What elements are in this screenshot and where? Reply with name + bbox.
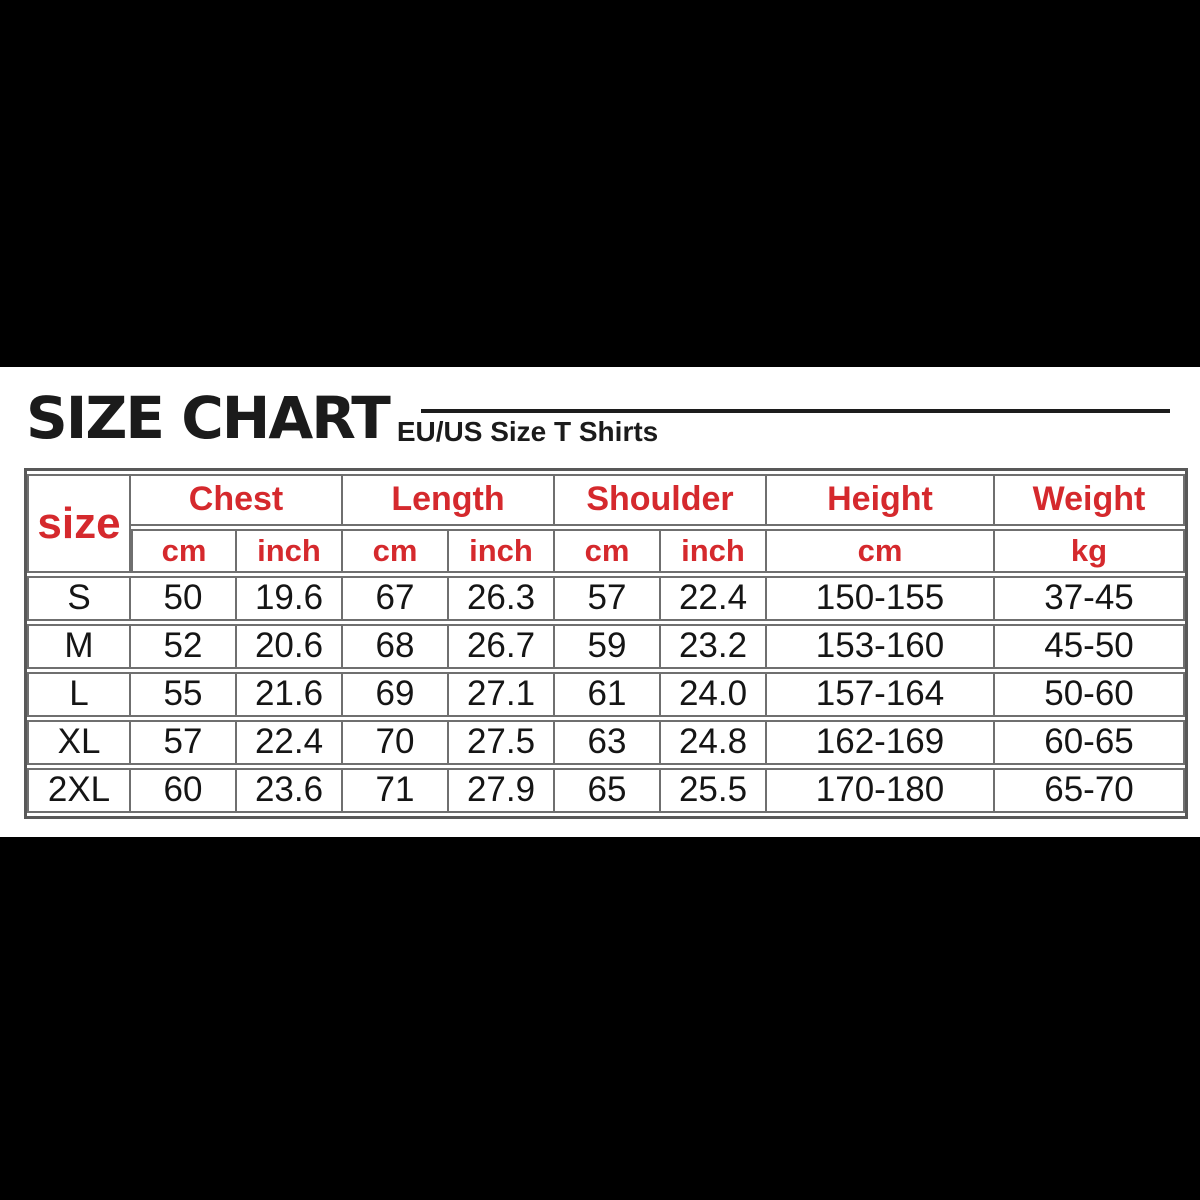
cell: 23.6	[237, 768, 343, 814]
cell: 65-70	[995, 768, 1185, 814]
row-label-2xl: 2XL	[27, 768, 131, 814]
cell: 26.7	[449, 624, 555, 670]
page-title: SIZE CHART	[26, 384, 391, 452]
header-group-row: size Chest Length Shoulder Height Weight	[27, 474, 1185, 574]
row-label-s: S	[27, 576, 131, 622]
unit-header-shoulder-cm: cm	[555, 529, 661, 574]
page-subtitle: EU/US Size T Shirts	[396, 416, 659, 448]
table-row: XL 57 22.4 70 27.5 63 24.8 162-169 60-65	[27, 720, 1185, 766]
cell: 25.5	[661, 768, 767, 814]
subtitle-divider-line	[420, 409, 1170, 414]
bottom-black-band	[0, 837, 1200, 1200]
cell: 57	[555, 576, 661, 622]
cell: 57	[131, 720, 237, 766]
cell: 60	[131, 768, 237, 814]
unit-header-chest-inch: inch	[237, 529, 343, 574]
group-header-height: Height	[767, 474, 995, 527]
cell: 63	[555, 720, 661, 766]
cell: 45-50	[995, 624, 1185, 670]
cell: 170-180	[767, 768, 995, 814]
cell: 61	[555, 672, 661, 718]
table-row: S 50 19.6 67 26.3 57 22.4 150-155 37-45	[27, 576, 1185, 622]
cell: 20.6	[237, 624, 343, 670]
cell: 69	[343, 672, 449, 718]
unit-header-length-inch: inch	[449, 529, 555, 574]
cell: 27.1	[449, 672, 555, 718]
cell: 22.4	[237, 720, 343, 766]
size-table-head: size Chest Length Shoulder Height Weight cm inc…	[27, 474, 1185, 574]
unit-header-weight-kg: kg	[995, 529, 1185, 574]
group-header-length: Length	[343, 474, 555, 527]
group-header-chest: Chest	[131, 474, 343, 527]
cell: 68	[343, 624, 449, 670]
group-header-shoulder: Shoulder	[555, 474, 767, 527]
cell: 52	[131, 624, 237, 670]
cell: 65	[555, 768, 661, 814]
cell: 19.6	[237, 576, 343, 622]
row-label-m: M	[27, 624, 131, 670]
cell: 50-60	[995, 672, 1185, 718]
cell: 27.9	[449, 768, 555, 814]
table-row: L 55 21.6 69 27.1 61 24.0 157-164 50-60	[27, 672, 1185, 718]
cell: 21.6	[237, 672, 343, 718]
table-row: M 52 20.6 68 26.7 59 23.2 153-160 45-50	[27, 624, 1185, 670]
cell: 157-164	[767, 672, 995, 718]
cell: 27.5	[449, 720, 555, 766]
row-label-l: L	[27, 672, 131, 718]
cell: 71	[343, 768, 449, 814]
size-column-header: size	[27, 474, 131, 574]
unit-header-height-cm: cm	[767, 529, 995, 574]
masthead: SIZE CHART EU/US Size T Shirts	[0, 367, 1200, 452]
cell: 23.2	[661, 624, 767, 670]
unit-header-shoulder-inch: inch	[661, 529, 767, 574]
top-black-band	[0, 0, 1200, 367]
size-table: size Chest Length Shoulder Height Weight cm inc…	[24, 468, 1188, 820]
size-chart-sheet: SIZE CHART EU/US Size T Shirts size Chest…	[0, 367, 1200, 837]
cell: 67	[343, 576, 449, 622]
cell: 24.0	[661, 672, 767, 718]
table-row: 2XL 60 23.6 71 27.9 65 25.5 170-180 65-70	[27, 768, 1185, 814]
cell: 150-155	[767, 576, 995, 622]
cell: 59	[555, 624, 661, 670]
cell: 55	[131, 672, 237, 718]
cell: 24.8	[661, 720, 767, 766]
size-table-body: S 50 19.6 67 26.3 57 22.4 150-155 37-45 M 52 20.6 68…	[27, 576, 1185, 814]
subtitle-block: EU/US Size T Shirts	[397, 409, 1172, 446]
cell: 50	[131, 576, 237, 622]
header-unit-row: cm inch cm inch cm inch cm kg	[27, 529, 1185, 574]
cell: 37-45	[995, 576, 1185, 622]
cell: 153-160	[767, 624, 995, 670]
unit-header-chest-cm: cm	[131, 529, 237, 574]
cell: 70	[343, 720, 449, 766]
group-header-weight: Weight	[995, 474, 1185, 527]
cell: 26.3	[449, 576, 555, 622]
row-label-xl: XL	[27, 720, 131, 766]
cell: 22.4	[661, 576, 767, 622]
cell: 162-169	[767, 720, 995, 766]
cell: 60-65	[995, 720, 1185, 766]
unit-header-length-cm: cm	[343, 529, 449, 574]
